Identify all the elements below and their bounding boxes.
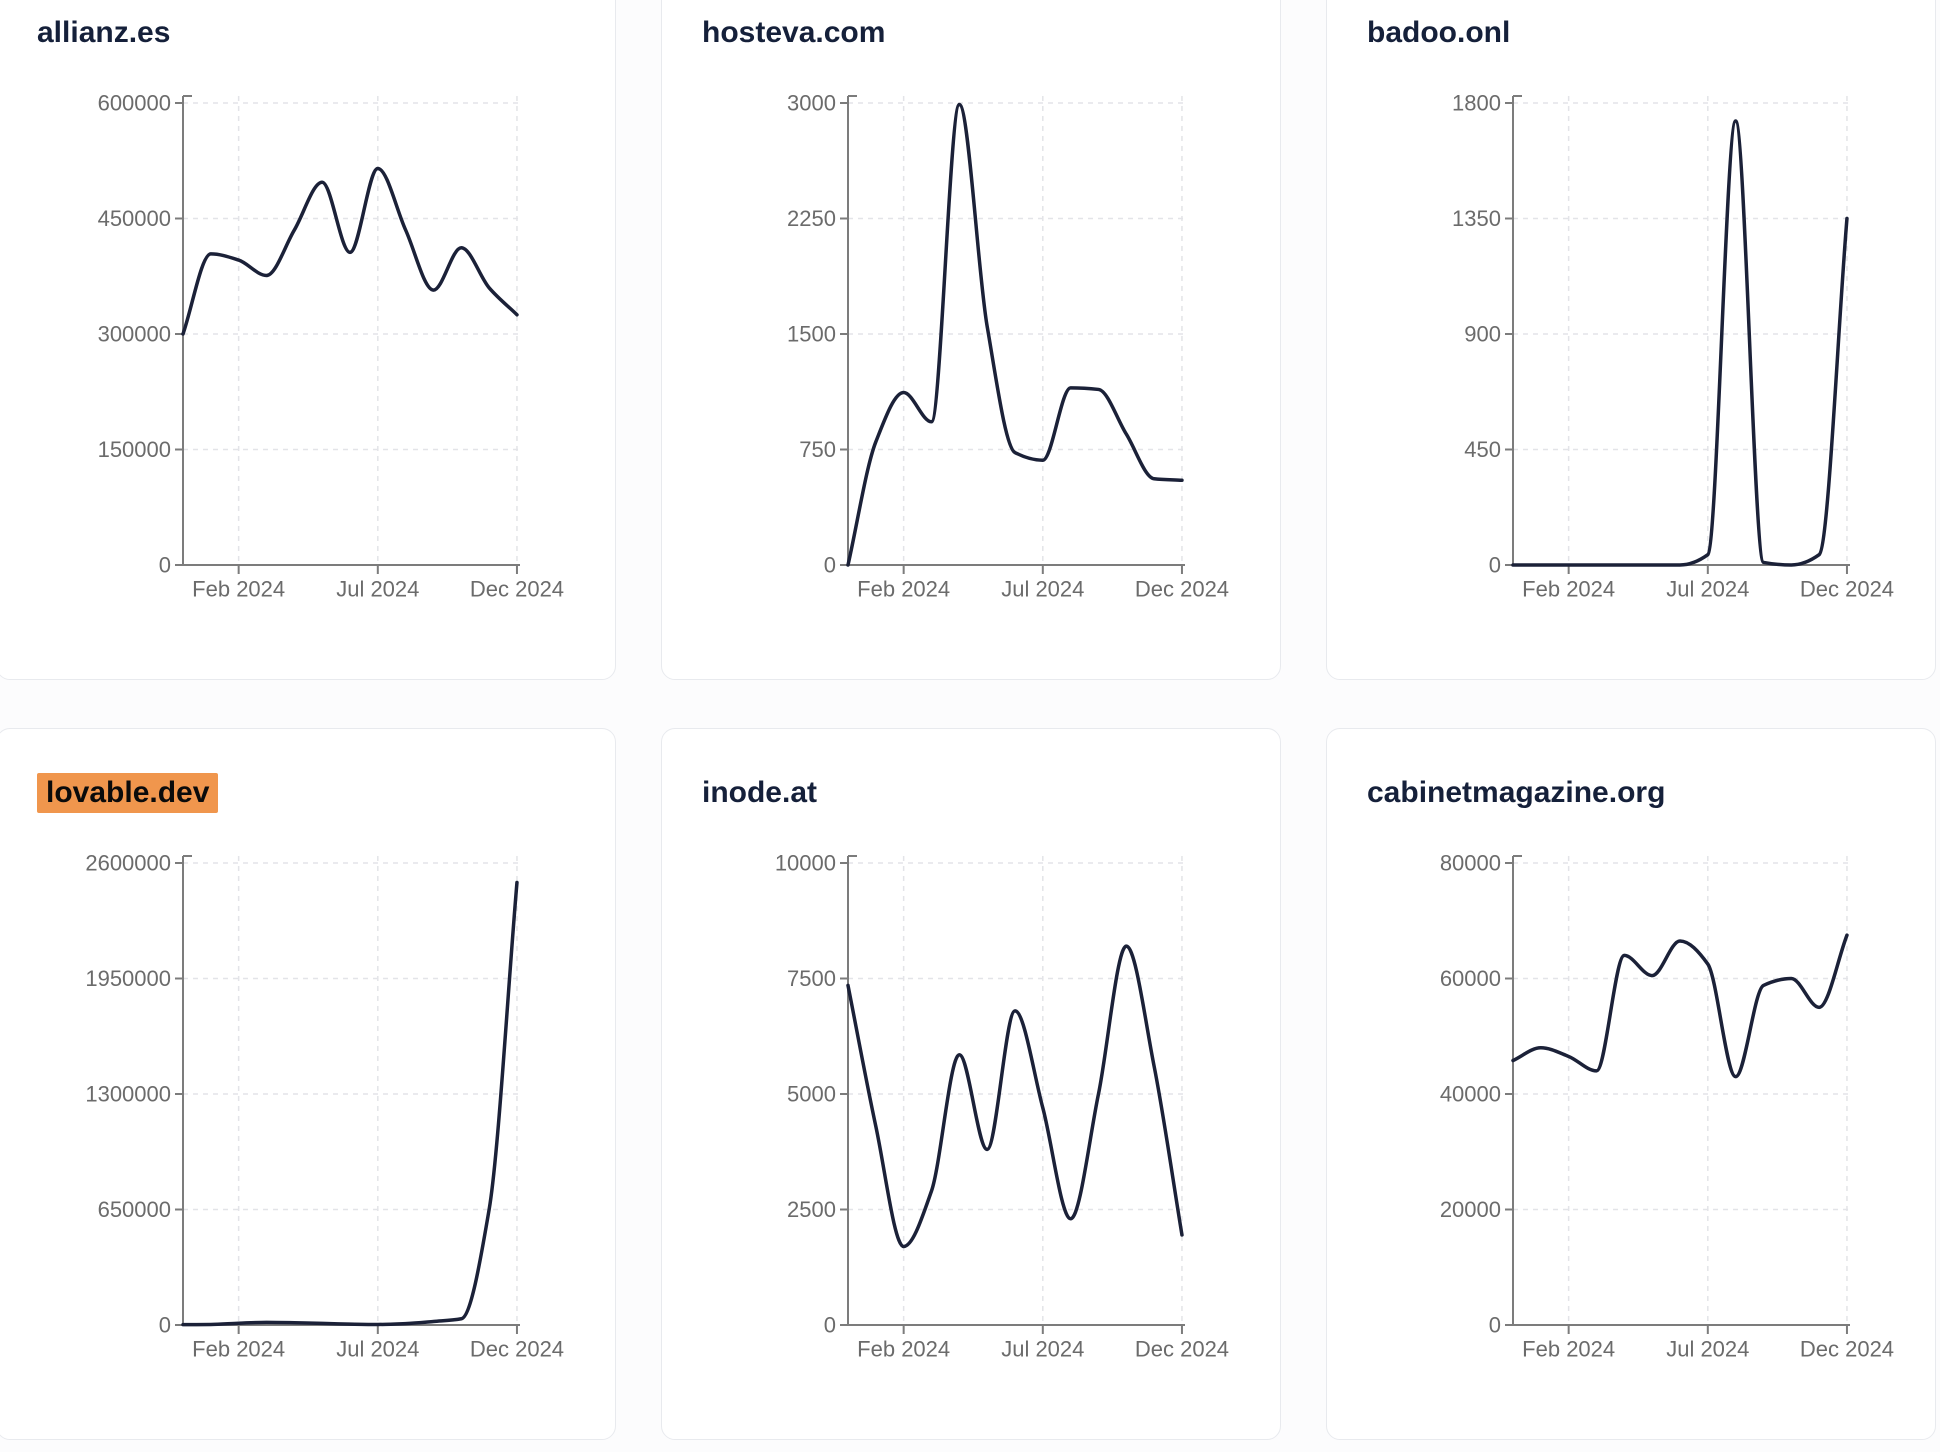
line-chart: 0 650000 1300000 1950000 2600000 Feb 2024 Jul … [85,850,564,1361]
x-tick-label: Feb 2024 [1522,576,1615,601]
y-tick-label: 1500 [787,321,836,346]
line-chart: 0 2500 5000 7500 10000 Feb 2024 Jul 2024 Dec 20… [775,850,1229,1361]
x-tick-label: Dec 2024 [470,1336,564,1361]
y-tick-label: 0 [1489,1312,1501,1337]
y-tick-label: 80000 [1440,850,1501,875]
trend-line [846,944,1184,1249]
y-tick-label: 0 [1489,552,1501,577]
trend-line [181,166,519,336]
chart-title-row: cabinetmagazine.org [1367,773,1665,813]
chart-title-row: allianz.es [37,13,170,53]
chart-title-row: hosteva.com [702,13,885,53]
chart-title: allianz.es [37,16,171,49]
trend-line [181,880,519,1327]
line-chart: 0 450 900 1350 1800 Feb 2024 Jul 2024 Dec 2024 [1452,90,1894,601]
x-tick-label: Jul 2024 [336,1336,419,1361]
y-tick-label: 0 [824,1312,836,1337]
y-tick-label: 2500 [787,1197,836,1222]
y-tick-label: 5000 [787,1081,836,1106]
y-tick-label: 1350 [1452,206,1501,231]
y-tick-label: 450000 [98,206,171,231]
y-tick-label: 1950000 [85,966,171,991]
y-tick-label: 10000 [775,850,836,875]
y-tick-label: 2250 [787,206,836,231]
chart-title: hosteva.com [702,16,886,49]
x-tick-label: Jul 2024 [1001,1336,1084,1361]
x-tick-label: Jul 2024 [1666,576,1749,601]
y-tick-label: 600000 [98,90,171,115]
trend-line [1511,119,1849,567]
trend-line [846,102,1184,567]
chart-title-highlighted: lovable.dev [37,773,219,813]
x-tick-label: Feb 2024 [1522,1336,1615,1361]
x-tick-label: Feb 2024 [192,1336,285,1361]
y-tick-label: 750 [799,437,836,462]
chart-title-row: lovable.dev [37,773,219,813]
x-tick-label: Feb 2024 [857,1336,950,1361]
y-tick-label: 2600000 [85,850,171,875]
y-tick-label: 450 [1464,437,1501,462]
chart-card-hosteva-com: hosteva.com 0 750 1500 2250 3000 Feb 2024 Jul 2… [661,0,1281,680]
y-tick-label: 3000 [787,90,836,115]
x-tick-label: Dec 2024 [1135,576,1229,601]
y-tick-label: 150000 [98,437,171,462]
line-chart: 0 150000 300000 450000 600000 Feb 2024 Jul 202… [98,90,564,601]
chart-title-row: badoo.onl [1367,13,1510,53]
y-tick-label: 60000 [1440,966,1501,991]
x-tick-label: Dec 2024 [1800,576,1894,601]
chart-title: cabinetmagazine.org [1367,776,1666,809]
chart-card-lovable-dev: lovable.dev 0 650000 1300000 1950000 2600000 F… [0,728,616,1440]
x-tick-label: Jul 2024 [336,576,419,601]
x-tick-label: Dec 2024 [1800,1336,1894,1361]
y-tick-label: 0 [159,1312,171,1337]
chart-card-badoo-onl: badoo.onl 0 450 900 1350 1800 Feb 2024 Jul 2024… [1326,0,1936,680]
y-tick-label: 7500 [787,966,836,991]
x-tick-label: Feb 2024 [857,576,950,601]
x-tick-label: Jul 2024 [1666,1336,1749,1361]
trend-line [1511,933,1849,1079]
chart-card-allianz-es: allianz.es 0 150000 300000 450000 600000 Feb 2… [0,0,616,680]
y-tick-label: 900 [1464,321,1501,346]
chart-card-inode-at: inode.at 0 2500 5000 7500 10000 Feb 2024 Jul 20… [661,728,1281,1440]
x-tick-label: Feb 2024 [192,576,285,601]
chart-title: inode.at [702,776,818,809]
line-chart: 0 20000 40000 60000 80000 Feb 2024 Jul 2024 Dec… [1440,850,1894,1361]
x-tick-label: Dec 2024 [470,576,564,601]
chart-card-cabinetmagazine-org: cabinetmagazine.org 0 20000 40000 60000 80000… [1326,728,1936,1440]
line-chart: 0 750 1500 2250 3000 Feb 2024 Jul 2024 Dec 2024 [787,90,1229,601]
y-tick-label: 0 [159,552,171,577]
x-tick-label: Dec 2024 [1135,1336,1229,1361]
y-tick-label: 1300000 [85,1081,171,1106]
y-tick-label: 300000 [98,321,171,346]
y-tick-label: 40000 [1440,1081,1501,1106]
y-tick-label: 20000 [1440,1197,1501,1222]
y-tick-label: 650000 [98,1197,171,1222]
y-tick-label: 1800 [1452,90,1501,115]
y-tick-label: 0 [824,552,836,577]
chart-title: badoo.onl [1367,16,1511,49]
x-tick-label: Jul 2024 [1001,576,1084,601]
chart-title-row: inode.at [702,773,817,813]
